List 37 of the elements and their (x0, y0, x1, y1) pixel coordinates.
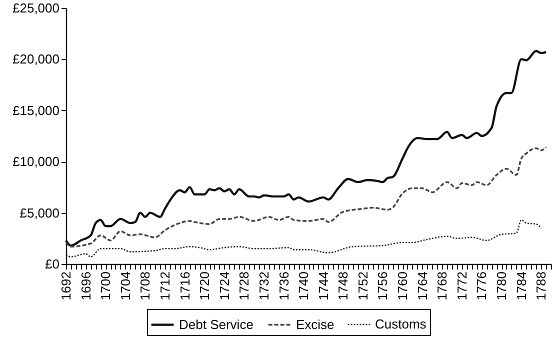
y-tick-label: £15,000 (12, 102, 60, 118)
x-tick-label: 1748 (336, 272, 351, 300)
x-tick-label: 1760 (395, 272, 410, 300)
line-series (64, 50, 548, 247)
y-tick-label: £20,000 (12, 52, 60, 67)
legend-label: Customs (375, 316, 427, 332)
y-tick-label: £0 (45, 256, 60, 272)
y-tick-label: £10,000 (12, 154, 60, 170)
legend-label: Debt Service (179, 316, 254, 332)
line-series (65, 219, 542, 258)
x-tick-label: 1692 (58, 272, 74, 300)
x-tick-label: 1736 (276, 272, 292, 300)
x-tick-label: 1724 (216, 272, 232, 300)
x-tick-label: 1740 (296, 272, 312, 300)
y-tick-label: £5,000 (20, 205, 60, 220)
x-tick-label: 1696 (78, 272, 94, 300)
legend-label: Excise (296, 316, 334, 332)
x-tick-label: 1764 (414, 272, 430, 300)
x-tick-label: 1776 (474, 272, 490, 300)
x-tick-label: 1756 (375, 272, 390, 300)
x-tick-label: 1728 (236, 272, 252, 300)
x-tick-label: 1704 (118, 272, 133, 300)
line-series (65, 146, 547, 248)
x-tick-label: 1784 (514, 272, 529, 300)
x-tick-label: 1716 (177, 272, 192, 300)
x-tick-label: 1712 (157, 272, 172, 300)
x-tick-label: 1768 (434, 272, 450, 300)
x-tick-label: 1732 (256, 272, 272, 300)
x-tick-label: 1720 (197, 272, 212, 300)
x-tick-label: 1752 (355, 272, 370, 300)
y-tick-label: £25,000 (12, 0, 60, 16)
x-tick-label: 1700 (98, 272, 114, 300)
x-tick-label: 1780 (494, 272, 510, 300)
x-tick-label: 1772 (454, 272, 470, 300)
x-tick-label: 1708 (138, 272, 153, 300)
x-tick-label: 1788 (534, 272, 549, 300)
x-tick-label: 1744 (316, 272, 331, 300)
